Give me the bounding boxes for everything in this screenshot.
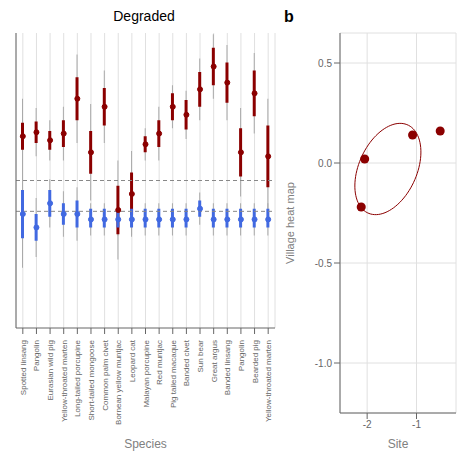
svg-text:Common palm civet: Common palm civet (101, 339, 110, 410)
svg-text:Great argus: Great argus (210, 340, 219, 382)
svg-text:-1.0: -1.0 (315, 358, 333, 369)
svg-text:Eurasian wild pig: Eurasian wild pig (46, 340, 55, 400)
svg-text:-0.5: -0.5 (315, 258, 333, 269)
svg-text:Banded civet: Banded civet (182, 339, 191, 386)
svg-text:Pig tailed macaque: Pig tailed macaque (169, 339, 178, 408)
svg-text:Site: Site (388, 437, 409, 451)
svg-text:-1: -1 (412, 419, 421, 430)
svg-text:Short-tailed mongoose: Short-tailed mongoose (87, 339, 96, 420)
svg-text:Malayan porcupine: Malayan porcupine (142, 339, 151, 407)
svg-text:Spotted linsang: Spotted linsang (19, 340, 28, 395)
svg-text:0.0: 0.0 (318, 158, 332, 169)
html-text:b: b (284, 8, 294, 25)
svg-text:Yellow-throated marten: Yellow-throated marten (60, 340, 69, 422)
svg-text:Banded linsang: Banded linsang (223, 340, 232, 395)
svg-text:Species: Species (124, 437, 167, 451)
svg-text:Sun bear: Sun bear (196, 340, 205, 373)
svg-text:0.5: 0.5 (318, 58, 332, 69)
svg-text:-2: -2 (363, 419, 372, 430)
svg-text:Village heat map: Village heat map (284, 182, 296, 264)
svg-text:Long-tailed porcupine: Long-tailed porcupine (73, 339, 82, 416)
svg-text:Leopard cat: Leopard cat (128, 339, 137, 382)
svg-text:Bearded pig: Bearded pig (251, 340, 260, 383)
svg-text:Red muntjac: Red muntjac (155, 340, 164, 385)
svg-text:Bornean yellow muntjac: Bornean yellow muntjac (114, 340, 123, 425)
svg-text:Pangolin: Pangolin (237, 340, 246, 371)
svg-text:Yellow-throated marten: Yellow-throated marten (264, 340, 273, 422)
html-text:Degraded: Degraded (113, 8, 175, 24)
svg-text:Pangolin: Pangolin (32, 340, 41, 371)
